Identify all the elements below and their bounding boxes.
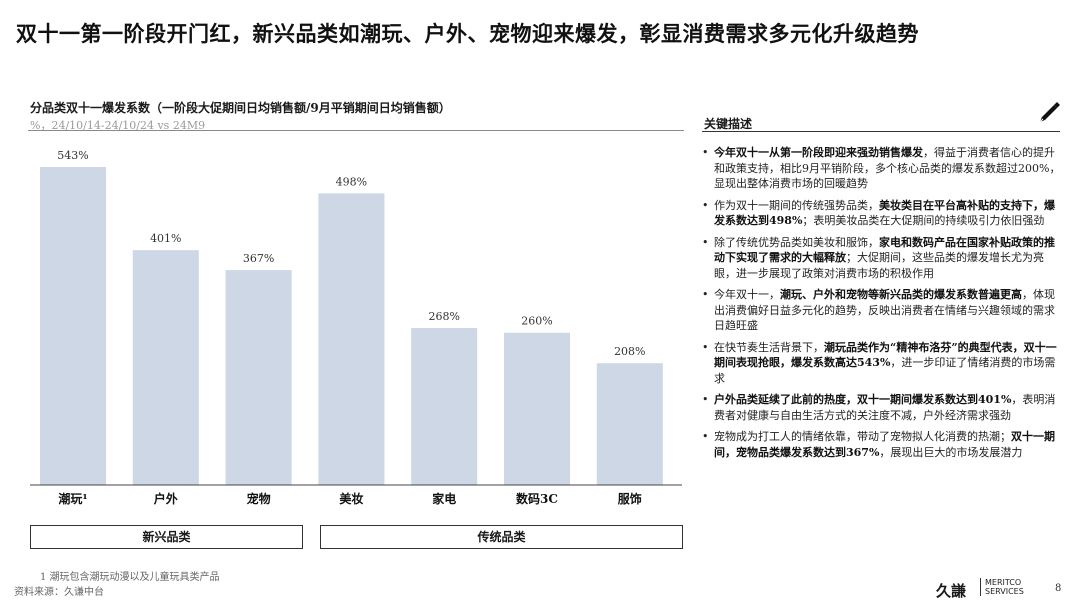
key-point-text: 除了传统优势品类如美妆和服饰， xyxy=(714,235,879,249)
key-point-emphasis: 双十一期间，宠物品类爆发系数达到367% xyxy=(714,430,1055,459)
key-point-emphasis: 美妆类目在平台高补贴的支持下，爆发系数达到498% xyxy=(714,198,1055,228)
bar-4 xyxy=(411,328,478,485)
bar-5 xyxy=(504,332,570,485)
key-points-list: • 今年双十一从第一阶段即迎来强劲销售爆发，得益于消费者信心的提升和政策支持，相比… xyxy=(700,145,1062,466)
bullet-dot: • xyxy=(702,340,709,354)
key-point-text: 今年双十一， xyxy=(714,288,780,301)
bar-value-label: 543% xyxy=(57,149,88,162)
pen-icon xyxy=(1039,102,1060,123)
group-label-traditional: 传统品类 xyxy=(320,525,683,549)
bar-value-label: 208% xyxy=(614,345,645,358)
key-point-text: ，表明消费者对健康与自由生活方式的关注度不减，户外经济需求强劲 xyxy=(714,393,1056,422)
logo-sub-line-1: MERITCO xyxy=(985,578,1022,587)
key-point-emphasis: 潮玩品类作为“精神布洛芬”的典型代表，双十一期间表现抢眼，爆发系数高达543% xyxy=(714,340,1057,370)
category-label: 户外 xyxy=(154,491,178,506)
bullet-dot: • xyxy=(702,198,709,212)
key-point-text: ，体现出消费偏好日益多元化的趋势，反映出消费者在情绪与兴趣领域的需求日趋旺盛 xyxy=(714,288,1055,332)
key-point-item: • 今年双十一从第一阶段即迎来强劲销售爆发，得益于消费者信心的提升和政策支持，相比… xyxy=(700,145,1062,192)
source-note: 资料来源：久谦中台 xyxy=(14,587,104,598)
bar-chart: 543% 潮玩¹ 401% 户外 367% 宠物 498% 美妆 268% 家电 260% 数码3C 2… xyxy=(30,149,682,506)
bar-3 xyxy=(318,193,385,486)
brand-logo-subtext: MERITCO SERVICES xyxy=(980,578,1024,596)
bar-6 xyxy=(596,363,663,485)
category-label: 宠物 xyxy=(247,491,271,506)
page-headline: 双十一第一阶段开门红，新兴品类如潮玩、户外、宠物迎来爆发，彰显消费需求多元化升级… xyxy=(16,21,919,46)
key-point-emphasis: 今年双十一从第一阶段即迎来强劲销售爆发 xyxy=(714,146,923,159)
key-point-text: ；表明美妆品类在大促期间的持续吸引力依旧强劲 xyxy=(802,214,1045,227)
key-point-text: 宠物成为打工人的情绪依靠，带动了宠物拟人化消费的热潮； xyxy=(714,430,1011,443)
panel-rule xyxy=(702,131,1060,132)
bar-value-label: 268% xyxy=(428,310,459,323)
brand-logo: 久謙 xyxy=(936,582,967,600)
bullet-dot: • xyxy=(702,288,709,301)
category-label: 潮玩¹ xyxy=(58,491,87,506)
key-point-text: ，展现出巨大的市场发展潜力 xyxy=(879,445,1023,459)
bullet-dot: • xyxy=(702,235,709,249)
bar-1 xyxy=(132,250,199,485)
key-point-text: ，进一步印证了情绪消费的市场需求 xyxy=(714,356,1056,385)
panel-header: 关键描述 xyxy=(704,117,753,131)
key-point-item: • 户外品类延续了此前的热度，双十一期间爆发系数达到401%，表明消费者对健康与自… xyxy=(700,392,1062,423)
key-point-item: • 今年双十一，潮玩、户外和宠物等新兴品类的爆发系数普遍更高，体现出消费偏好日益多… xyxy=(700,287,1062,334)
category-label: 家电 xyxy=(432,491,456,506)
bar-value-label: 367% xyxy=(243,252,274,265)
category-label: 美妆 xyxy=(339,491,363,506)
key-point-emphasis: 家电和数码产品在国家补贴政策的推动下实现了需求的大幅释放 xyxy=(714,235,1055,265)
key-point-item: • 宠物成为打工人的情绪依靠，带动了宠物拟人化消费的热潮；双十一期间，宠物品类爆发… xyxy=(700,429,1062,460)
key-point-emphasis: 潮玩、户外和宠物等新兴品类的爆发系数普遍更高 xyxy=(780,288,1022,301)
key-point-item: • 除了传统优势品类如美妆和服饰，家电和数码产品在国家补贴政策的推动下实现了需求的… xyxy=(700,235,1062,282)
key-point-text: ；大促期间，这些品类的爆发增长尤为亮眼，进一步展现了政策对消费市场的积极作用 xyxy=(714,251,1044,280)
category-label: 数码3C xyxy=(516,491,558,506)
key-point-text: 作为双十一期间的传统强势品类， xyxy=(714,198,879,212)
bullet-dot: • xyxy=(702,393,709,406)
bar-0 xyxy=(40,167,106,485)
page-number: 8 xyxy=(1055,583,1062,594)
key-point-item: • 作为双十一期间的传统强势品类，美妆类目在平台高补贴的支持下，爆发系数达到498… xyxy=(700,198,1062,229)
bar-value-label: 401% xyxy=(150,232,181,245)
bar-value-label: 498% xyxy=(336,175,367,188)
footnote: 1 潮玩包含潮玩动漫以及儿童玩具类产品 xyxy=(40,572,220,583)
category-label: 服饰 xyxy=(618,491,642,506)
bar-2 xyxy=(225,270,292,485)
bar-value-label: 260% xyxy=(521,315,552,328)
chart-subtitle: %，24/10/14-24/10/24 vs 24M9 xyxy=(30,119,206,132)
key-point-emphasis: 户外品类延续了此前的热度，双十一期间爆发系数达到401% xyxy=(714,393,1012,406)
bullet-dot: • xyxy=(702,430,709,443)
group-label-emerging: 新兴品类 xyxy=(30,525,303,549)
bullet-dot: • xyxy=(702,146,709,159)
chart-top-rule xyxy=(28,130,684,131)
chart-title: 分品类双十一爆发系数（一阶段大促期间日均销售额/9月平销期间日均销售额） xyxy=(30,101,451,115)
key-point-text: ，得益于消费者信心的提升和政策支持，相比9月平销阶段，多个核心品类的爆发系数超过… xyxy=(714,146,1061,190)
key-point-text: 在快节奏生活背景下， xyxy=(714,340,824,354)
logo-sub-line-2: SERVICES xyxy=(985,587,1024,596)
key-point-item: • 在快节奏生活背景下，潮玩品类作为“精神布洛芬”的典型代表，双十一期间表现抢眼，… xyxy=(700,340,1062,387)
